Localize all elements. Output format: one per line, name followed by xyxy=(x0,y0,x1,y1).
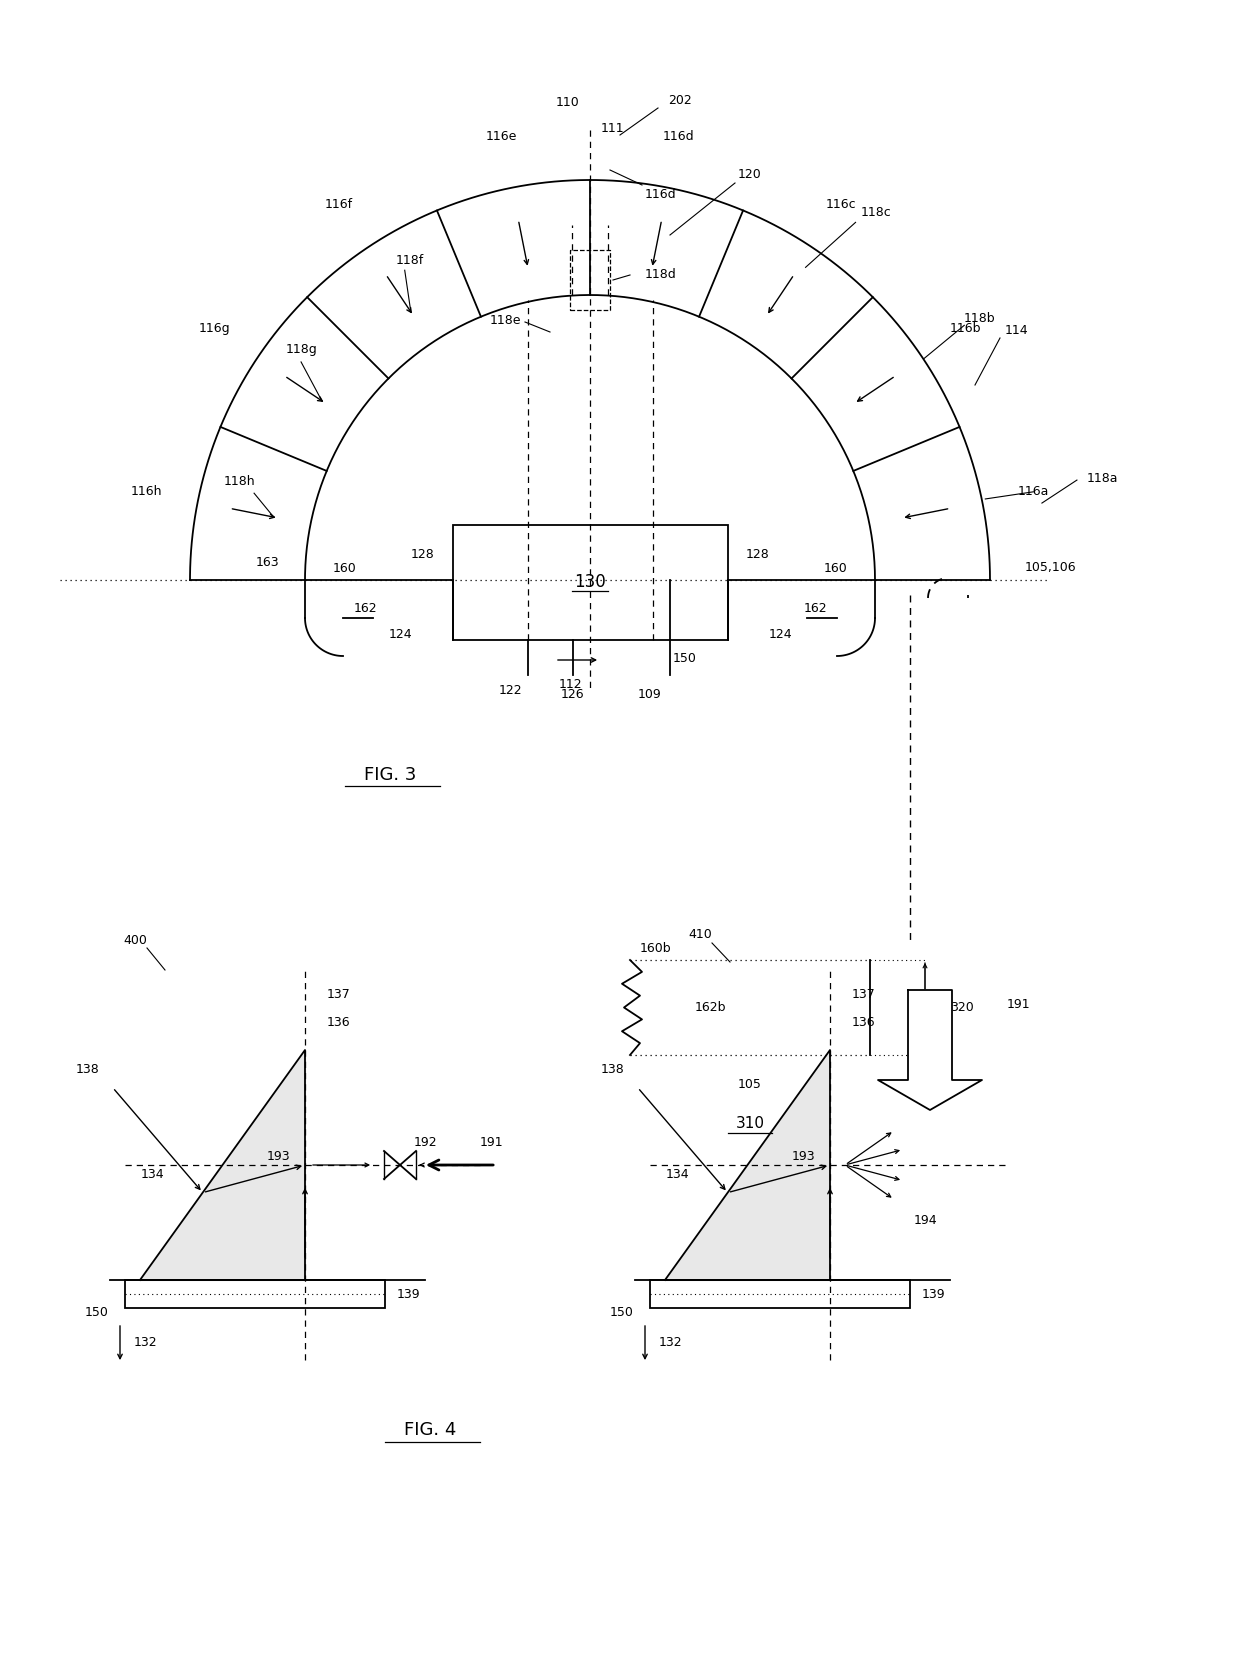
Text: 124: 124 xyxy=(388,628,412,641)
Text: 118e: 118e xyxy=(490,314,521,327)
Text: 136: 136 xyxy=(852,1015,875,1029)
Text: 150: 150 xyxy=(610,1306,634,1319)
Text: 116c: 116c xyxy=(826,197,857,210)
Text: 137: 137 xyxy=(327,989,351,1002)
Text: 193: 193 xyxy=(792,1151,816,1164)
Text: 134: 134 xyxy=(666,1167,689,1181)
Polygon shape xyxy=(140,1050,305,1279)
Text: 111: 111 xyxy=(600,122,624,135)
Text: 128: 128 xyxy=(410,548,434,561)
Text: 132: 132 xyxy=(658,1336,682,1349)
Text: 137: 137 xyxy=(852,989,875,1002)
Text: FIG. 3: FIG. 3 xyxy=(363,767,417,783)
Text: 150: 150 xyxy=(673,651,697,665)
Polygon shape xyxy=(665,1050,830,1279)
Text: 118f: 118f xyxy=(396,254,424,267)
Text: 138: 138 xyxy=(76,1064,99,1075)
Text: 134: 134 xyxy=(141,1167,165,1181)
Text: 118g: 118g xyxy=(286,342,317,356)
Text: 116h: 116h xyxy=(131,486,162,498)
Bar xyxy=(125,1279,384,1308)
Text: 105: 105 xyxy=(738,1079,761,1092)
Text: 160b: 160b xyxy=(640,942,672,955)
Text: 124: 124 xyxy=(769,628,792,641)
Text: 116a: 116a xyxy=(1018,486,1049,498)
Text: 122: 122 xyxy=(498,683,522,696)
Text: 118h: 118h xyxy=(223,474,255,488)
Text: 191: 191 xyxy=(1007,999,1030,1012)
Text: 105,106: 105,106 xyxy=(1025,561,1076,574)
Text: 193: 193 xyxy=(267,1151,290,1164)
Text: 162b: 162b xyxy=(694,1000,725,1014)
Text: 130: 130 xyxy=(574,573,606,591)
Text: 202: 202 xyxy=(668,94,692,107)
Bar xyxy=(650,1279,910,1308)
Text: 400: 400 xyxy=(123,934,146,947)
Text: 160: 160 xyxy=(334,561,357,574)
Text: 110: 110 xyxy=(556,95,580,109)
Text: 116b: 116b xyxy=(950,322,982,336)
Text: 160: 160 xyxy=(823,561,847,574)
Text: 163: 163 xyxy=(255,556,279,568)
Text: 132: 132 xyxy=(133,1336,156,1349)
Text: 109: 109 xyxy=(639,688,662,701)
Text: 136: 136 xyxy=(327,1015,351,1029)
Text: 310: 310 xyxy=(735,1116,765,1131)
Text: 162: 162 xyxy=(353,601,377,615)
Text: 162: 162 xyxy=(804,601,827,615)
Text: 138: 138 xyxy=(601,1064,625,1075)
Text: 116f: 116f xyxy=(325,197,353,210)
Text: 118d: 118d xyxy=(645,269,677,282)
Bar xyxy=(453,524,728,640)
Polygon shape xyxy=(878,990,982,1111)
Bar xyxy=(570,250,610,311)
Text: 139: 139 xyxy=(923,1288,946,1301)
Text: 120: 120 xyxy=(738,169,761,182)
Text: 116d: 116d xyxy=(662,130,694,144)
Text: 139: 139 xyxy=(397,1288,420,1301)
Text: 128: 128 xyxy=(745,548,769,561)
Text: 112: 112 xyxy=(558,678,582,691)
Text: 116g: 116g xyxy=(198,322,229,336)
Text: 410: 410 xyxy=(688,929,712,942)
Text: 114: 114 xyxy=(1004,324,1029,336)
Text: 191: 191 xyxy=(479,1137,502,1149)
Text: 320: 320 xyxy=(950,1000,973,1014)
Text: FIG. 4: FIG. 4 xyxy=(404,1421,456,1440)
Text: 118a: 118a xyxy=(1087,471,1118,484)
Text: 116e: 116e xyxy=(486,130,517,144)
Text: 150: 150 xyxy=(86,1306,109,1319)
Text: 126: 126 xyxy=(560,688,584,701)
Text: 194: 194 xyxy=(913,1214,936,1226)
Text: 192: 192 xyxy=(413,1137,436,1149)
Text: 116d: 116d xyxy=(645,189,677,202)
Text: 118b: 118b xyxy=(963,312,994,326)
Text: 118c: 118c xyxy=(861,205,890,219)
